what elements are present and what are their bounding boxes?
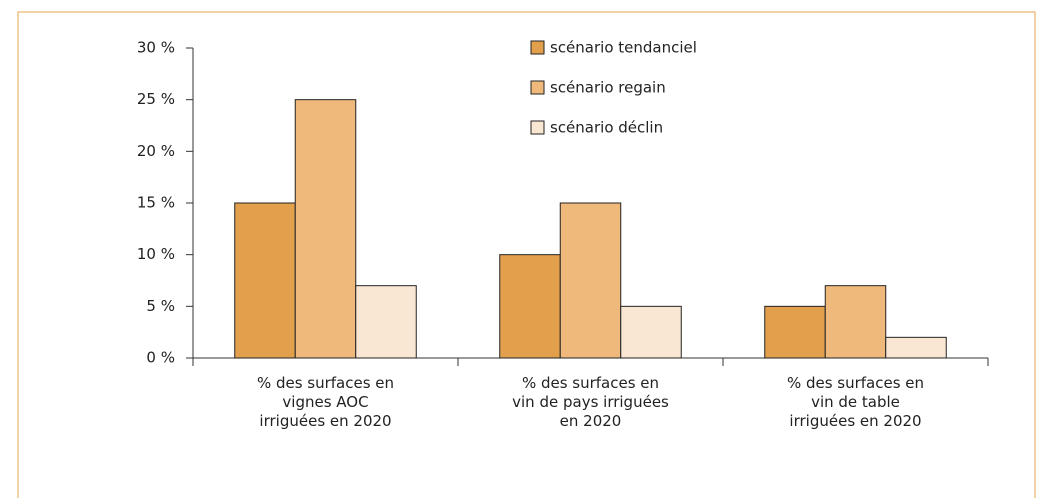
legend-swatch bbox=[530, 40, 545, 55]
x-tick-label: % des surfaces en vin de table irriguées e… bbox=[787, 374, 924, 430]
x-tick-label: % des surfaces en vignes AOC irriguées en … bbox=[257, 374, 394, 430]
legend-label: scénario déclin bbox=[550, 119, 663, 137]
y-tick-label: 5 % bbox=[146, 297, 175, 315]
bar bbox=[234, 202, 296, 359]
y-tick-label: 25 % bbox=[137, 90, 175, 108]
bar bbox=[824, 285, 887, 359]
x-tick-label: % des surfaces en vin de pays irriguées en… bbox=[512, 374, 669, 430]
y-tick-label: 0 % bbox=[146, 349, 175, 367]
y-tick-label: 20 % bbox=[137, 142, 175, 160]
bar bbox=[294, 99, 357, 359]
y-tick-label: 10 % bbox=[137, 245, 175, 263]
frame bbox=[17, 11, 1036, 498]
bar bbox=[499, 254, 561, 359]
bar bbox=[559, 202, 622, 359]
legend-label: scénario regain bbox=[550, 79, 666, 97]
bar bbox=[885, 336, 947, 359]
legend-label: scénario tendanciel bbox=[550, 39, 697, 57]
bar bbox=[355, 285, 417, 359]
legend-swatch bbox=[530, 120, 545, 135]
bar bbox=[764, 305, 826, 359]
bar bbox=[620, 305, 682, 359]
y-tick-label: 15 % bbox=[137, 194, 175, 212]
legend-swatch bbox=[530, 80, 545, 95]
y-tick-label: 30 % bbox=[137, 39, 175, 57]
